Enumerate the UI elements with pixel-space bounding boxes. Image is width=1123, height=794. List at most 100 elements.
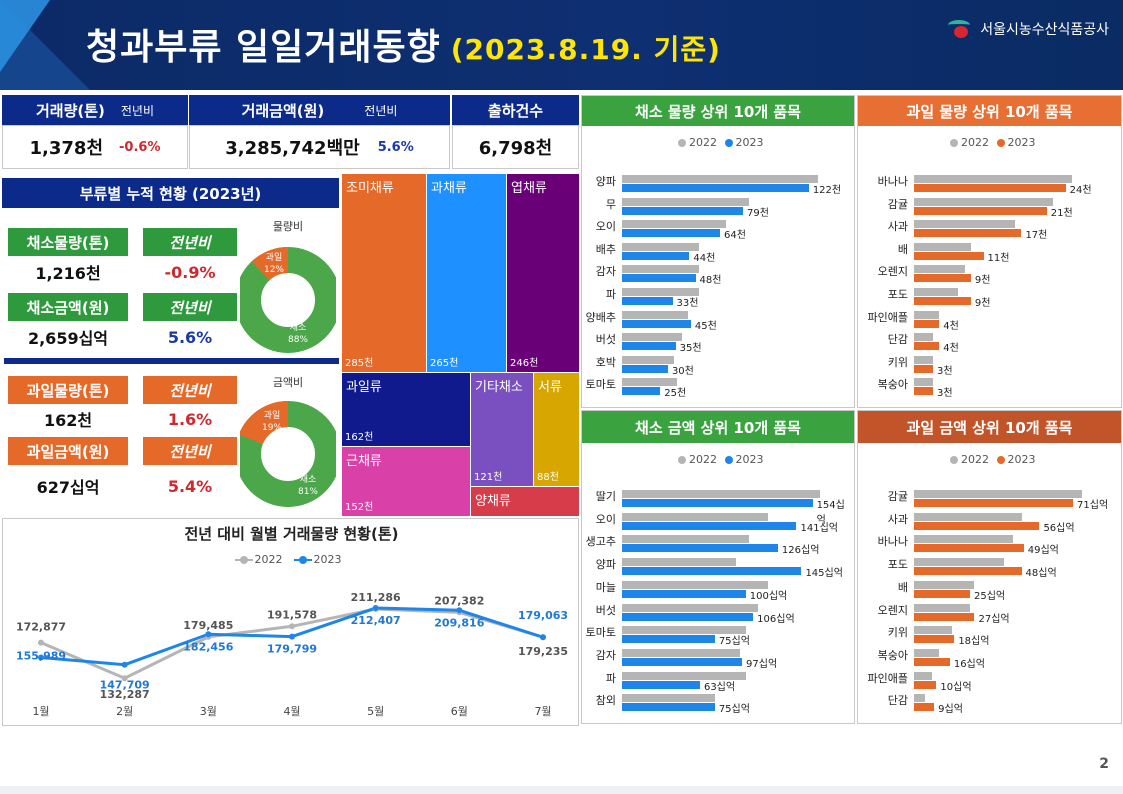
fruit-volume-label: 과일물량(톤) <box>8 376 128 404</box>
bar-value-label: 9천 <box>974 298 991 309</box>
bar-category-label: 오이 <box>595 220 616 234</box>
bar-value-label: 71십억 <box>1077 500 1109 511</box>
line-point <box>456 607 463 614</box>
legend-2023: 2023 <box>313 553 342 566</box>
bar-value-label: 106십억 <box>757 613 795 625</box>
treemap-tile: 과채류 265천 <box>427 174 506 372</box>
bar-category-label: 오렌지 <box>877 265 908 279</box>
bar-value-label: 17천 <box>1025 230 1048 242</box>
kpi-count-label: 출하건수 <box>487 101 544 120</box>
bar-2023 <box>914 612 975 621</box>
line-x-tick: 2월 <box>116 705 133 718</box>
bar-value-label: 25십억 <box>974 590 1006 602</box>
bar-2023 <box>622 297 673 305</box>
fruit-amount-top10-panel: 과일 금액 상위 10개 품목 2022 2023 감귤 71십억 사과 56십억 바나… <box>857 410 1122 724</box>
line-data-label: 147,709 <box>100 679 150 692</box>
bar-value-label: 100십억 <box>749 590 788 602</box>
line-data-label: 179,799 <box>267 643 317 656</box>
bar-2023 <box>622 657 743 666</box>
bar-value-label: 11천 <box>987 252 1010 264</box>
bar-2022 <box>622 220 727 229</box>
line-x-tick: 3월 <box>200 705 217 718</box>
bar-value-label: 4천 <box>943 320 959 332</box>
bar-2023 <box>914 297 971 305</box>
bar-value-label: 33천 <box>676 298 699 309</box>
bar-2023 <box>622 521 797 530</box>
org-logo: 서울시농수산식품공사 <box>946 18 1109 40</box>
line-point <box>205 631 212 638</box>
line-x-tick: 4월 <box>283 705 300 718</box>
org-name: 서울시농수산식품공사 <box>980 22 1109 38</box>
veg-volume-yoy-label: 전년비 <box>143 228 237 256</box>
bar-value-label: 3천 <box>936 388 953 400</box>
bar-2022 <box>622 535 750 544</box>
kpi-amount-yoy: 5.6% <box>377 139 414 155</box>
treemap-tile-name: 조미채류 <box>346 181 394 196</box>
bar-category-label: 감귤 <box>887 490 908 503</box>
bar-category-label: 복숭아 <box>877 648 908 662</box>
fruit-amount-label: 과일금액(원) <box>8 437 128 465</box>
veg-amount-yoy-label: 전년비 <box>143 293 237 321</box>
treemap-tile-name: 서류 <box>538 380 562 395</box>
bar-value-label: 64천 <box>724 230 746 242</box>
bar-2022 <box>622 197 750 206</box>
bar-category-label: 파인애플 <box>867 310 908 324</box>
bar-2022 <box>914 671 932 680</box>
kpi-volume-label: 거래량(톤) <box>35 101 105 120</box>
bar-value-label: 49십억 <box>1027 545 1059 557</box>
bar-category-label: 배추 <box>595 242 616 256</box>
line-point <box>289 623 295 630</box>
line-point <box>38 639 44 646</box>
bar-2023 <box>914 544 1024 553</box>
bar-category-label: 포도 <box>887 288 908 301</box>
line-point <box>289 633 295 640</box>
bar-category-label: 단감 <box>887 333 908 347</box>
veg-amount-yoy: 5.6% <box>167 327 213 347</box>
bar-2022 <box>914 694 926 703</box>
bar-2023 <box>914 319 940 328</box>
bar-value-label: 35천 <box>679 343 702 355</box>
bar-2023 <box>622 319 691 328</box>
line-data-label: 211,286 <box>351 591 401 604</box>
fruit-amount-yoy: 5.4% <box>167 476 213 496</box>
page-number: 2 <box>1099 756 1109 772</box>
bar-2022 <box>914 333 933 342</box>
legend-2023: 2023 <box>735 136 764 149</box>
line-point <box>121 675 128 682</box>
bar-2022 <box>622 603 759 612</box>
bar-category-label: 배 <box>897 242 908 256</box>
bar-2023 <box>914 703 935 712</box>
bar-2023 <box>914 342 940 351</box>
bar-2023 <box>914 589 970 598</box>
treemap-tile-value: 285천 <box>345 358 374 369</box>
bar-2022 <box>622 580 769 589</box>
bar-2023 <box>914 206 1047 215</box>
bar-value-label: 9천 <box>974 275 991 287</box>
bar-value-label: 48십억 <box>1025 568 1057 580</box>
treemap-tile: 조미채류 285천 <box>342 174 426 372</box>
bar-value-label: 9십억 <box>938 704 963 716</box>
treemap-tile-value: 246천 <box>510 358 539 369</box>
bar-2022 <box>914 603 970 612</box>
bar-value-label: 44천 <box>693 252 716 264</box>
kpi-volume-yoy: -0.6% <box>119 139 161 155</box>
legend-2022: 2022 <box>254 553 283 566</box>
bar-2023 <box>622 589 746 598</box>
donut-amount-veg-label: 채소 <box>300 474 317 485</box>
bar-category-label: 호박 <box>595 355 616 369</box>
fruit-amount-top10-title: 과일 금액 상위 10개 품목 <box>858 411 1121 443</box>
bar-category-label: 바나나 <box>877 535 908 549</box>
bar-2023 <box>914 251 984 260</box>
bar-value-label: 24천 <box>1069 185 1092 196</box>
donut-volume-chart: 과일 12% 채소 88% <box>240 247 336 353</box>
bar-2022 <box>622 490 820 498</box>
treemap-tile-value: 265천 <box>430 358 459 369</box>
line-x-tick: 5월 <box>367 705 384 718</box>
bar-2022 <box>914 626 953 635</box>
bar-category-label: 복숭아 <box>877 378 908 392</box>
bar-2022 <box>622 558 736 567</box>
bar-2023 <box>622 680 700 689</box>
treemap-tile: 과일류 162천 <box>342 373 470 446</box>
bar-2023 <box>622 342 676 351</box>
bar-category-label: 토마토 <box>585 378 616 392</box>
